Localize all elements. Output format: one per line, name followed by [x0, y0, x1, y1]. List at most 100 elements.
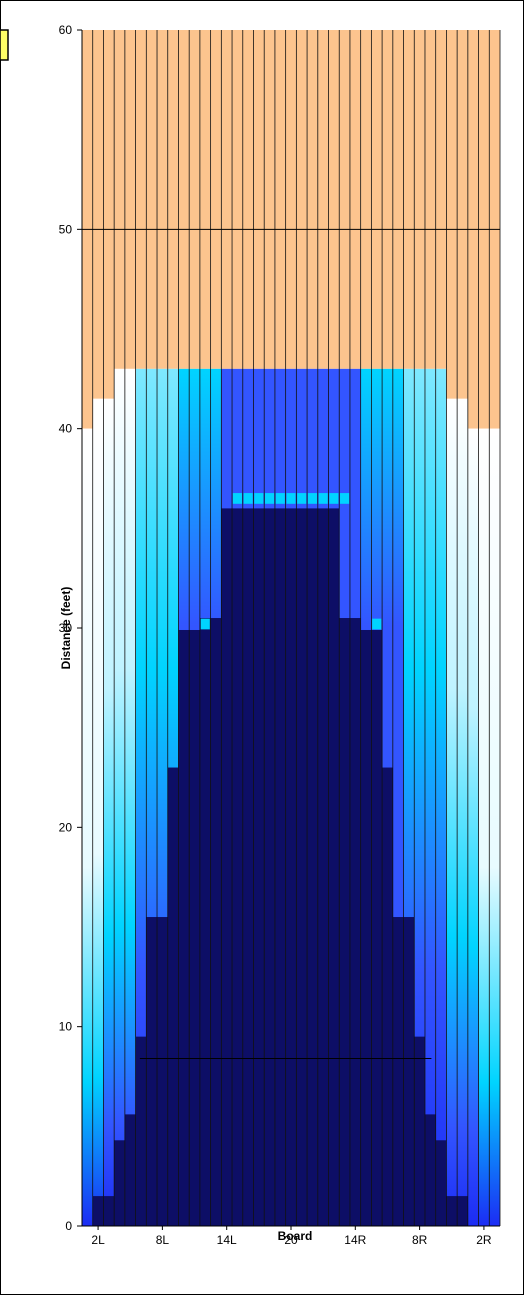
lane-top-board-18	[264, 30, 275, 369]
heavy-oil-board-7	[146, 917, 158, 1226]
heavy-oil-board-9	[167, 767, 179, 1226]
x-tick-label-14R: 14R	[344, 1233, 366, 1247]
cyan-marker-4	[275, 493, 285, 504]
cyan-marker-6	[297, 493, 307, 504]
x-tick-label-8L: 8L	[156, 1233, 170, 1247]
heavy-oil-board-36	[457, 1196, 468, 1226]
cyan-marker-7	[307, 493, 317, 504]
heavy-oil-board-25	[339, 618, 350, 1226]
heavy-oil-board-5	[124, 1114, 136, 1226]
oil-board-30	[392, 368, 404, 1226]
heavy-oil-board-24	[328, 508, 340, 1226]
heavy-oil-board-3	[103, 1196, 115, 1226]
heavy-oil-board-28	[371, 629, 383, 1226]
lane-top-board-34	[435, 30, 447, 369]
cyan-marker-5	[286, 493, 296, 504]
x-tick-label-8R: 8R	[412, 1233, 428, 1247]
lane-top-board-10	[178, 30, 190, 369]
heavy-oil-board-20	[285, 508, 297, 1226]
x-tick-label-2R: 2R	[476, 1233, 492, 1247]
lane-top-board-8	[157, 30, 168, 369]
oil-board-6	[135, 368, 147, 1226]
x-axis-title: Board	[278, 1229, 313, 1243]
lane-top-board-19	[274, 30, 286, 369]
lane-top-board-33	[424, 30, 436, 369]
oil-board-39	[489, 428, 500, 1227]
heavy-oil-board-32	[414, 1036, 425, 1226]
y-tick-label-30: 30	[59, 621, 73, 635]
y-axis: 0 10 20 30 40 50 60	[59, 23, 83, 1233]
heavy-oil-board-19	[274, 508, 286, 1226]
oil-board-35	[446, 398, 458, 1226]
oil-board-36	[457, 398, 468, 1226]
heavy-oil-board-21	[296, 508, 308, 1226]
oil-board-1	[82, 428, 93, 1227]
y-tick-label-40: 40	[59, 422, 73, 436]
lane-top-board-29	[382, 30, 393, 369]
lane-top-board-20	[285, 30, 297, 369]
lane-top-board-5	[124, 30, 136, 369]
heavy-oil-board-29	[382, 767, 393, 1226]
cyan-marker-12	[372, 618, 382, 630]
heavy-oil-board-8	[157, 917, 168, 1226]
lane-top-board-12	[199, 30, 211, 369]
oil-board-4	[114, 368, 125, 1226]
heavy-oil-board-12	[199, 618, 211, 1226]
heavy-oil-board-35	[446, 1196, 458, 1226]
y-axis-title: Distance (feet)	[59, 587, 73, 670]
heavy-oil-board-10	[178, 629, 190, 1226]
cyan-marker-0	[232, 493, 242, 504]
oil-board-3	[103, 398, 115, 1226]
y-tick-label-20: 20	[59, 820, 73, 834]
y-tick-label-50: 50	[59, 222, 73, 236]
lane-top-board-31	[403, 30, 415, 369]
plot-area	[81, 30, 501, 1227]
heavy-oil-board-27	[360, 629, 372, 1226]
heavy-oil-board-18	[264, 508, 275, 1226]
lane-top-board-28	[371, 30, 383, 369]
lane-top-board-25	[339, 30, 350, 369]
lane-top-board-30	[392, 30, 404, 369]
heavy-oil-board-26	[349, 618, 361, 1226]
y-tick-label-10: 10	[59, 1020, 73, 1034]
heavy-oil-board-33	[424, 1114, 436, 1226]
heavy-oil-board-14	[221, 508, 233, 1226]
lane-top-board-11	[189, 30, 200, 369]
lane-top-board-9	[167, 30, 179, 369]
cyan-marker-1	[243, 493, 253, 504]
oil-board-31	[403, 368, 415, 1226]
heavy-oil-board-11	[189, 629, 200, 1226]
heavy-oil-board-16	[242, 508, 254, 1226]
oil-board-34	[435, 368, 447, 1226]
heavy-oil-board-22	[307, 508, 318, 1226]
cyan-marker-2	[254, 493, 264, 504]
x-tick-label-2L: 2L	[91, 1233, 105, 1247]
heavy-oil-board-2	[92, 1196, 104, 1226]
lane-top-board-17	[253, 30, 265, 369]
lane-top-board-7	[146, 30, 158, 369]
oil-board-32	[414, 368, 425, 1226]
oil-board-37	[467, 428, 479, 1227]
oil-board-8	[157, 368, 168, 1226]
heavy-oil-board-13	[210, 618, 222, 1226]
lane-top-board-24	[328, 30, 340, 369]
lane-top-board-35	[446, 30, 458, 399]
lane-top-board-23	[317, 30, 329, 369]
x-tick-label-14L: 14L	[217, 1233, 237, 1247]
oil-board-2	[92, 398, 104, 1226]
lane-top-board-21	[296, 30, 308, 369]
cyan-marker-10	[340, 493, 350, 504]
cyan-marker-3	[265, 493, 275, 504]
lane-top-board-6	[135, 30, 147, 369]
oil-board-7	[146, 368, 158, 1226]
heavy-oil-board-17	[253, 508, 265, 1226]
cyan-marker-9	[329, 493, 339, 504]
y-tick-label-0: 0	[65, 1219, 72, 1233]
heavy-oil-board-4	[114, 1140, 125, 1226]
lane-top-board-4	[114, 30, 125, 369]
cyan-marker-8	[318, 493, 328, 504]
x-tick-label-20: 20	[284, 1233, 298, 1247]
lane-top-board-32	[414, 30, 425, 369]
left-edge-marker	[0, 29, 9, 61]
